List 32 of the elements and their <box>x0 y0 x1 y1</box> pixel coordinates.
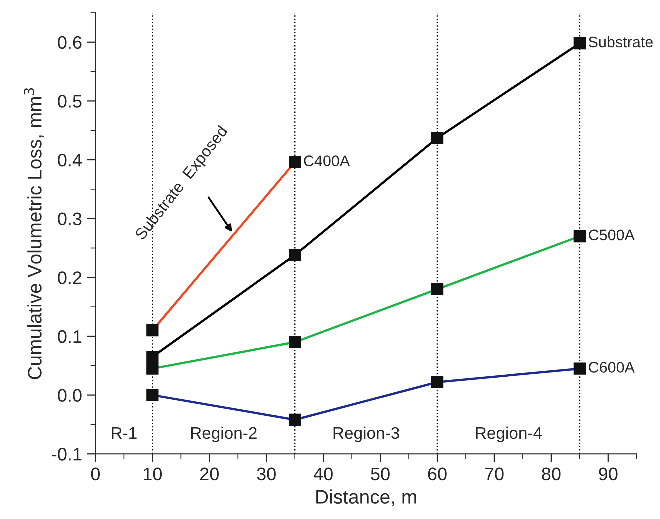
annotation: R-1 <box>112 428 137 439</box>
x-tick-label: 20 <box>200 468 219 481</box>
series-label: C400A <box>304 156 350 166</box>
point <box>146 350 159 364</box>
annotation: Region-4 <box>476 426 542 442</box>
annotation: Region-3 <box>334 426 400 442</box>
annotation: Region-2 <box>191 426 257 442</box>
point <box>289 249 302 262</box>
x-tick-label: 60 <box>428 468 447 481</box>
point <box>574 37 586 50</box>
series-label: Substrate <box>588 36 653 48</box>
y-tick-label: 0.0 <box>58 389 82 402</box>
series-label: C600A <box>589 362 635 373</box>
x-tick-label: 50 <box>371 468 390 481</box>
y-tick-label: 0.2 <box>58 272 82 284</box>
x-tick-label: 30 <box>257 468 276 481</box>
y-tick-label: 0.4 <box>58 154 82 167</box>
y-tick-label: 0.3 <box>58 212 82 226</box>
x-tick-label: 90 <box>599 468 618 481</box>
point <box>431 132 444 144</box>
series-label: C500A <box>589 230 635 241</box>
x-tick-label: 0 <box>91 468 100 481</box>
x-tick-label: 80 <box>542 468 561 481</box>
y-axis-title: Cumulative Volumetric Loss, mm$^{3}$ <box>24 88 44 380</box>
x-tick-label: 70 <box>485 468 504 481</box>
x-tick-label: 40 <box>314 468 333 481</box>
y-tick-label: -0.1 <box>52 448 82 461</box>
x-tick-label: 10 <box>144 468 162 481</box>
x-axis-title: Distance, m <box>316 490 416 506</box>
y-tick-label: 0.1 <box>58 330 82 344</box>
y-tick-label: 0.6 <box>58 36 82 50</box>
y-tick-label: 0.5 <box>58 95 82 108</box>
